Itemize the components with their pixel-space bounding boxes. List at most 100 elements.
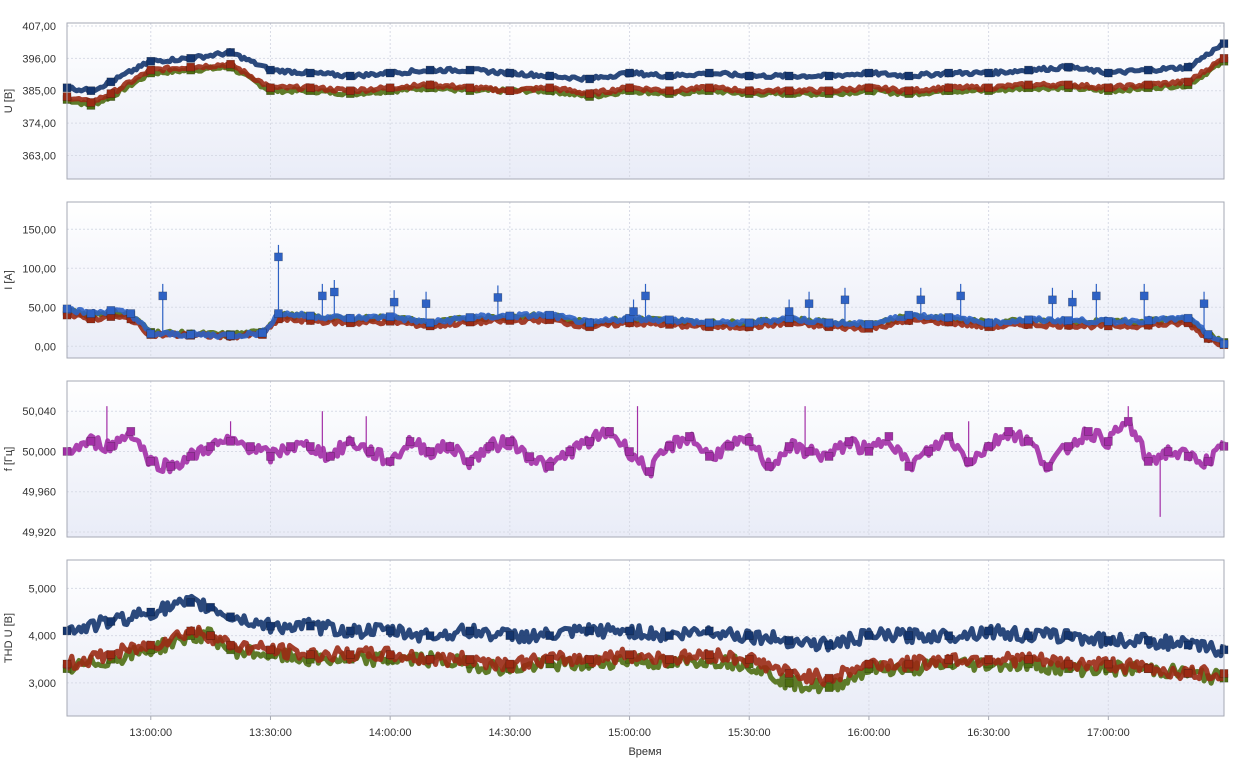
data-point xyxy=(226,59,235,69)
data-point xyxy=(465,654,475,664)
data-point xyxy=(445,442,455,451)
data-point xyxy=(106,442,116,451)
data-point xyxy=(844,437,854,446)
x-tick-label: 13:00:00 xyxy=(129,727,172,739)
data-point xyxy=(824,673,834,683)
data-point xyxy=(385,650,395,659)
x-tick-label: 16:00:00 xyxy=(848,727,891,739)
y-tick-label: 0,00 xyxy=(35,341,56,353)
chart-panel-4: 5,000 4,000 3,000 THD U [В] xyxy=(3,559,1229,717)
data-point xyxy=(724,442,734,451)
data-point xyxy=(585,74,594,84)
y-tick-label: 3,000 xyxy=(28,678,56,690)
data-point xyxy=(904,462,914,471)
plot-background xyxy=(67,381,1224,537)
data-point xyxy=(665,315,674,325)
chart-panel-1: 407,00 396,00 385,00 374,00 363,00 U [В] xyxy=(3,21,1229,180)
peak-point xyxy=(641,291,650,301)
y-tick-label: 4,000 xyxy=(28,631,56,643)
data-point xyxy=(764,462,774,471)
data-point xyxy=(266,65,275,75)
data-point xyxy=(645,467,654,476)
data-point xyxy=(266,452,275,461)
peak-point xyxy=(916,295,926,305)
data-point xyxy=(226,612,235,622)
data-point xyxy=(744,654,754,664)
data-point xyxy=(306,621,315,631)
data-point xyxy=(405,437,415,446)
x-tick-label: 17:00:00 xyxy=(1087,727,1130,739)
data-point xyxy=(306,68,315,78)
data-point xyxy=(226,640,235,650)
series-current_blue xyxy=(62,304,1229,349)
data-point xyxy=(465,83,475,93)
peak-point xyxy=(1139,291,1149,301)
data-point xyxy=(1163,447,1173,456)
data-point xyxy=(904,71,914,81)
data-point xyxy=(804,447,814,456)
data-point xyxy=(385,83,395,93)
data-point xyxy=(984,626,993,636)
data-point xyxy=(525,452,535,461)
data-point xyxy=(545,310,555,320)
data-point xyxy=(545,462,555,471)
data-point xyxy=(984,83,993,93)
y-tick-label: 385,00 xyxy=(22,86,56,98)
plot-border xyxy=(66,22,1225,180)
data-point xyxy=(864,447,874,456)
data-point xyxy=(345,313,355,323)
data-point xyxy=(944,83,954,93)
chart-panel-3: 50,040 50,000 49,960 49,920 f [Гц] xyxy=(3,380,1229,539)
data-point xyxy=(86,309,96,318)
data-point xyxy=(385,68,395,78)
data-point xyxy=(146,65,156,75)
data-point xyxy=(1064,80,1073,90)
data-point xyxy=(924,447,934,456)
data-point xyxy=(884,432,894,441)
data-point xyxy=(824,318,834,328)
chart-panel-2: 150,00 100,00 50,00 0,00 I [A] xyxy=(3,201,1229,359)
data-point xyxy=(385,457,395,466)
y-tick-label: 407,00 xyxy=(22,21,56,33)
data-point xyxy=(505,86,515,95)
plot-border xyxy=(66,380,1225,538)
data-point xyxy=(744,318,754,328)
data-point xyxy=(744,437,754,446)
data-point xyxy=(665,86,674,95)
data-point xyxy=(984,442,993,451)
data-point xyxy=(705,68,714,78)
data-point xyxy=(944,654,954,664)
data-point xyxy=(824,452,834,461)
data-point xyxy=(944,631,954,640)
data-point xyxy=(126,309,136,318)
plot-background xyxy=(67,23,1224,179)
peak-point xyxy=(840,295,850,305)
data-point xyxy=(1143,636,1153,645)
data-point xyxy=(465,65,475,75)
data-point xyxy=(226,48,235,57)
data-point xyxy=(186,452,195,461)
data-point xyxy=(505,437,515,446)
x-tick-label: 13:30:00 xyxy=(249,727,292,739)
data-point xyxy=(904,659,914,669)
data-point xyxy=(1183,452,1193,461)
data-point xyxy=(1104,317,1113,326)
data-point xyxy=(146,329,156,339)
data-point xyxy=(186,626,195,636)
data-point xyxy=(106,306,116,315)
data-point xyxy=(465,457,475,466)
data-point xyxy=(186,598,195,607)
data-point xyxy=(425,65,435,75)
data-point xyxy=(345,650,355,659)
y-tick-label: 49,920 xyxy=(22,527,56,539)
data-point xyxy=(1183,313,1193,323)
x-tick-label: 14:30:00 xyxy=(488,727,531,739)
y-tick-label: 363,00 xyxy=(22,150,56,162)
data-point xyxy=(625,626,634,636)
data-point xyxy=(784,86,794,95)
data-point xyxy=(904,310,914,320)
data-point xyxy=(665,654,674,664)
data-point xyxy=(1203,330,1213,339)
